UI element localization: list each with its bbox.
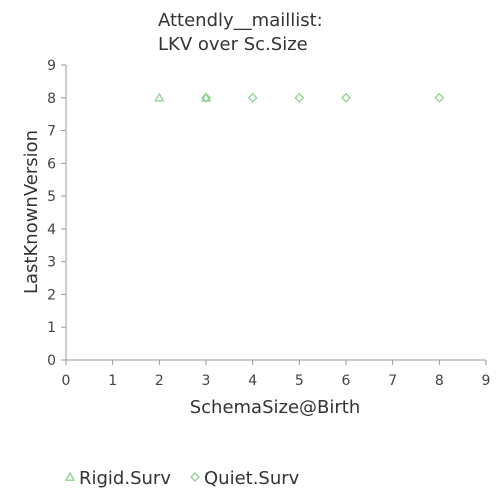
chart-title-line-2: LKV over Sc.Size: [158, 34, 308, 55]
y-axis-title: LastKnownVersion: [21, 130, 42, 294]
x-axis-title: SchemaSize@Birth: [190, 397, 361, 418]
axes: 0 1 2 3 4 5 6 7 8 9 0 1 2 3 4 5 6 7 8 9: [47, 58, 490, 389]
y-tick-label: 3: [47, 255, 56, 271]
data-point-quiet-surv: [434, 92, 445, 103]
x-tick-label: 5: [295, 373, 304, 389]
chart-title: Attendly__maillist: LKV over Sc.Size: [158, 10, 323, 55]
y-tick-label: 0: [47, 353, 56, 369]
data-point-quiet-surv: [294, 92, 305, 103]
legend-marker-quiet-surv: [190, 472, 200, 482]
y-tick-label: 4: [47, 222, 56, 238]
x-tick-label: 9: [482, 373, 491, 389]
data-points: [154, 92, 445, 103]
y-tick-label: 5: [47, 189, 56, 205]
data-point-rigid-surv: [154, 92, 165, 102]
x-tick-label: 4: [248, 373, 257, 389]
y-tick-label: 6: [47, 156, 56, 172]
legend-marker-rigid-surv: [64, 471, 76, 481]
x-tick-label: 0: [62, 373, 71, 389]
y-tick-label: 7: [47, 124, 56, 140]
x-tick-label: 1: [108, 373, 117, 389]
y-tick-label: 2: [47, 287, 56, 303]
legend-label-quiet-surv: Quiet.Surv: [204, 468, 300, 489]
legend: Rigid.Surv Quiet.Surv: [64, 468, 300, 489]
chart-title-line-1: Attendly__maillist:: [158, 10, 323, 31]
legend-label-rigid-surv: Rigid.Surv: [79, 468, 171, 489]
y-tick-label: 9: [47, 58, 56, 74]
data-point-quiet-surv: [201, 92, 211, 103]
data-point-quiet-surv: [341, 92, 351, 103]
x-tick-label: 3: [202, 373, 211, 389]
x-tick-label: 6: [342, 373, 351, 389]
data-point-quiet-surv: [247, 92, 258, 103]
x-tick-label: 2: [155, 373, 164, 389]
x-tick-label: 8: [435, 373, 444, 389]
y-tick-label: 1: [47, 320, 56, 336]
x-tick-label: 7: [388, 373, 397, 389]
y-tick-label: 8: [47, 91, 56, 107]
